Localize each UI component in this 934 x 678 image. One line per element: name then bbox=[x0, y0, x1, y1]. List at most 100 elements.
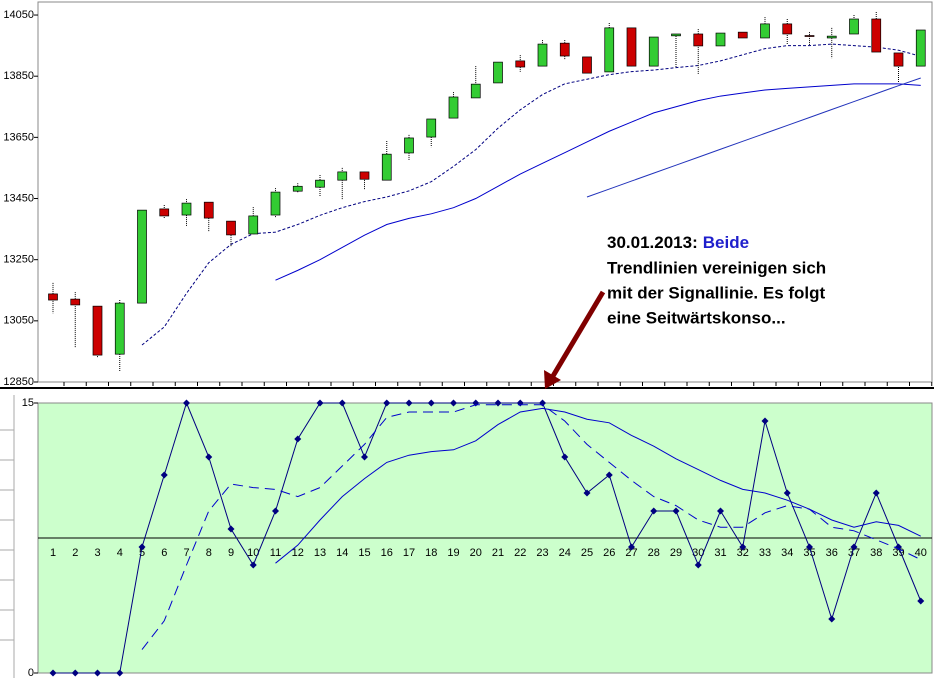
candle-body bbox=[515, 60, 526, 68]
point-marker bbox=[583, 489, 591, 497]
x-tick-label: 12 bbox=[292, 547, 304, 559]
point-marker bbox=[872, 489, 880, 497]
x-tick-label: 17 bbox=[403, 547, 415, 559]
candle-body bbox=[559, 42, 570, 57]
candle-body bbox=[582, 56, 592, 74]
point-marker bbox=[316, 399, 324, 407]
x-tick-label: 33 bbox=[759, 547, 771, 559]
point-marker bbox=[405, 399, 413, 407]
x-tick-label: 28 bbox=[648, 547, 660, 559]
annotation-arrowhead bbox=[544, 370, 561, 389]
x-tick-label: 40 bbox=[915, 547, 927, 559]
candle-body bbox=[493, 61, 503, 84]
x-tick-label: 11 bbox=[270, 547, 281, 559]
point-marker bbox=[717, 507, 724, 515]
annotation-text: Trendlinien vereinigen sich bbox=[607, 258, 826, 277]
point-marker bbox=[561, 453, 569, 461]
series-line bbox=[53, 401, 922, 674]
series-line bbox=[275, 83, 921, 281]
series-line bbox=[586, 77, 921, 198]
point-marker bbox=[694, 561, 702, 569]
x-tick-label: 9 bbox=[228, 547, 234, 559]
annotation-text: Beide bbox=[703, 233, 749, 252]
series-line bbox=[141, 404, 921, 650]
candle-body bbox=[604, 27, 615, 73]
point-marker bbox=[672, 507, 680, 515]
x-tick-label: 36 bbox=[826, 547, 838, 559]
series-line bbox=[275, 407, 921, 564]
candle-body bbox=[782, 23, 793, 35]
x-tick-label: 8 bbox=[206, 547, 212, 559]
x-tick-label: 18 bbox=[425, 547, 437, 559]
point-marker bbox=[116, 669, 124, 677]
y-tick-label: 0 bbox=[28, 667, 34, 678]
annotation: 30.01.2013: Beide bbox=[607, 233, 749, 252]
x-tick-label: 26 bbox=[603, 547, 615, 559]
point-marker bbox=[272, 507, 279, 515]
x-tick-label: 25 bbox=[581, 547, 593, 559]
candle-body bbox=[337, 171, 348, 181]
x-tick-label: 3 bbox=[94, 547, 100, 559]
x-tick-label: 6 bbox=[161, 547, 167, 559]
candle-body bbox=[893, 52, 904, 67]
candle-body bbox=[737, 31, 748, 39]
point-marker bbox=[895, 543, 902, 551]
x-tick-label: 1 bbox=[50, 547, 56, 559]
x-tick-label: 2 bbox=[72, 547, 78, 559]
x-tick-label: 27 bbox=[625, 547, 637, 559]
annotation-text: mit der Signallinie. Es folgt bbox=[607, 283, 826, 302]
candle-body bbox=[70, 298, 81, 306]
candle-body bbox=[315, 179, 325, 188]
point-marker bbox=[739, 543, 747, 551]
point-marker bbox=[650, 507, 658, 515]
candle-body bbox=[381, 153, 392, 181]
x-tick-label: 22 bbox=[514, 547, 526, 559]
point-marker bbox=[361, 453, 368, 461]
candle-body bbox=[470, 83, 481, 99]
point-marker bbox=[917, 597, 925, 605]
candle-body bbox=[626, 27, 637, 67]
x-tick-label: 4 bbox=[117, 547, 123, 559]
annotation-arrow bbox=[550, 290, 606, 378]
candle-body bbox=[203, 201, 214, 219]
x-tick-label: 5 bbox=[139, 547, 145, 559]
point-marker bbox=[450, 399, 457, 407]
candle-body bbox=[448, 96, 459, 119]
point-marker bbox=[183, 399, 190, 407]
x-tick-label: 14 bbox=[336, 547, 348, 559]
series-line bbox=[141, 43, 921, 346]
y-tick-label: 12850 bbox=[3, 376, 34, 388]
candle-body bbox=[871, 18, 882, 53]
x-tick-label: 15 bbox=[358, 547, 370, 559]
candle-body bbox=[270, 191, 281, 216]
point-marker bbox=[160, 471, 168, 479]
candle-body bbox=[426, 118, 437, 138]
candle-body bbox=[48, 293, 58, 301]
point-marker bbox=[338, 399, 346, 407]
x-tick-label: 20 bbox=[470, 547, 482, 559]
point-marker bbox=[205, 453, 213, 461]
x-tick-label: 31 bbox=[714, 547, 726, 559]
x-tick-label: 13 bbox=[314, 547, 326, 559]
y-tick-label: 13850 bbox=[3, 70, 34, 82]
point-marker bbox=[138, 543, 146, 551]
point-marker bbox=[628, 543, 635, 551]
point-marker bbox=[850, 543, 858, 551]
left-ticks bbox=[0, 429, 14, 641]
x-tick-label: 10 bbox=[247, 547, 259, 559]
point-marker bbox=[249, 561, 257, 569]
candle-body bbox=[181, 202, 192, 216]
candle-body bbox=[404, 137, 414, 154]
x-tick-label: 32 bbox=[737, 547, 749, 559]
candle-body bbox=[826, 35, 837, 39]
candle-body bbox=[248, 215, 259, 235]
x-tick-label: 16 bbox=[381, 547, 393, 559]
x-tick-label: 29 bbox=[670, 547, 682, 559]
x-tick-label: 21 bbox=[492, 547, 504, 559]
candle-body bbox=[159, 208, 170, 217]
y-tick-label: 13650 bbox=[3, 131, 34, 143]
y-tick-label: 13450 bbox=[3, 192, 34, 204]
point-marker bbox=[494, 399, 502, 407]
candle-body bbox=[648, 36, 659, 67]
